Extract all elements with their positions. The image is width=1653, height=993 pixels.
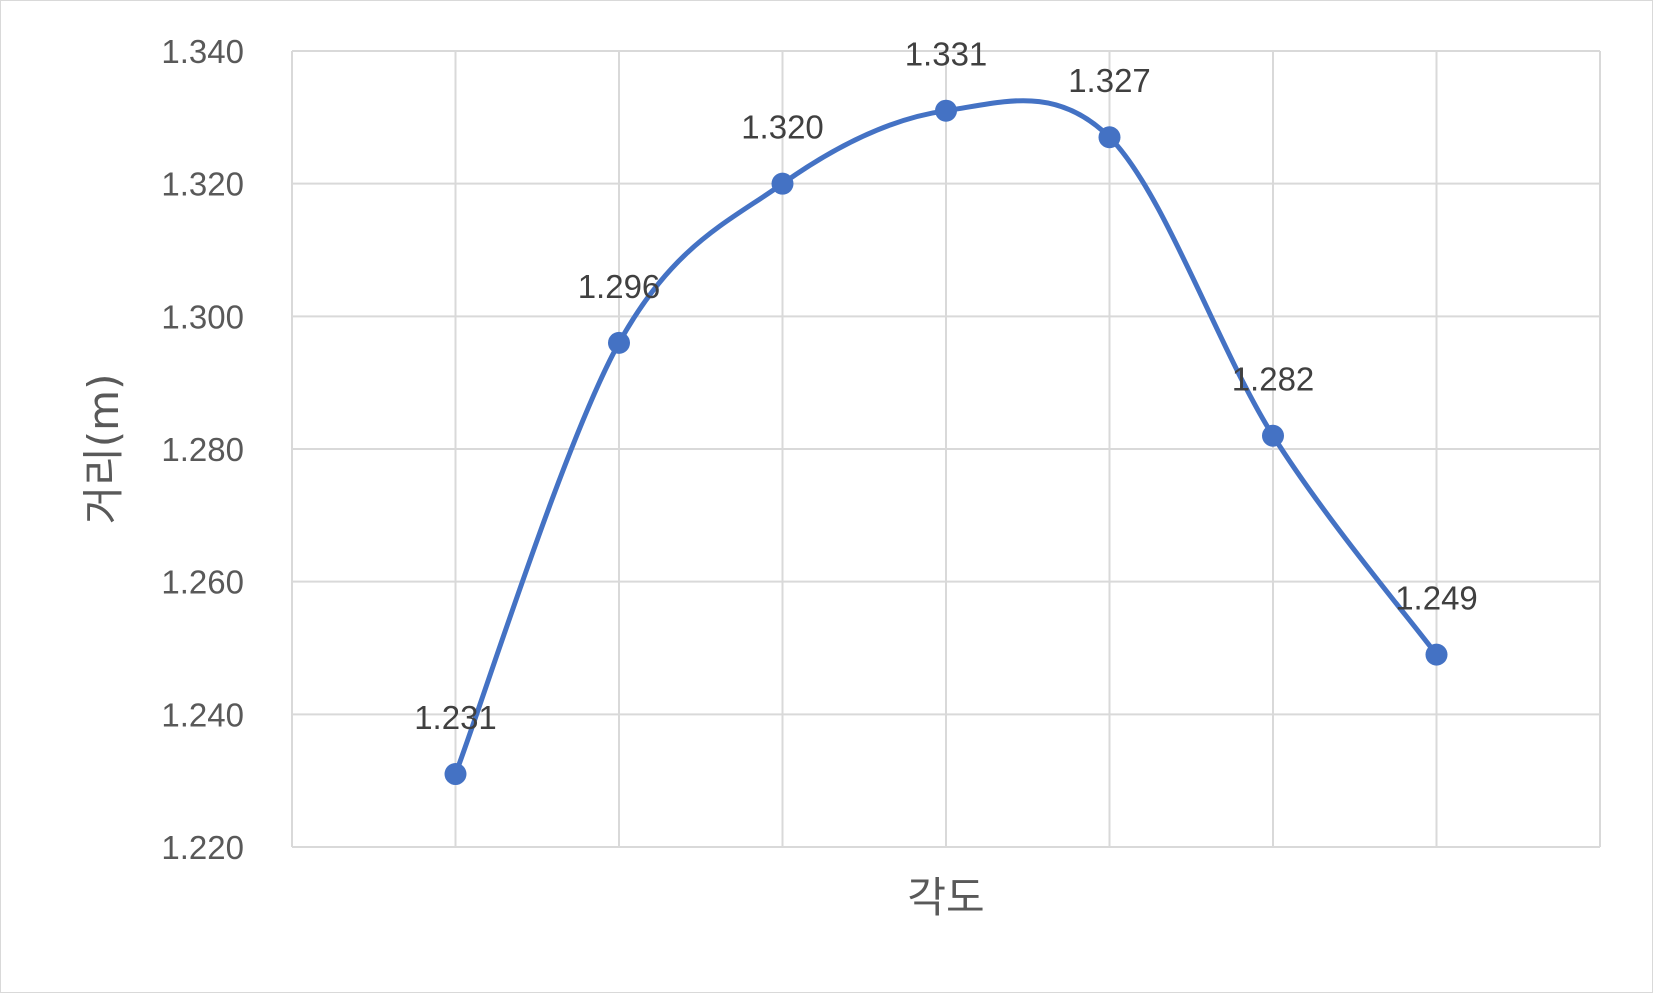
data-label: 1.327 (1068, 62, 1151, 99)
y-tick-label: 1.320 (161, 166, 244, 203)
data-points (444, 99, 1448, 786)
y-tick-label: 1.280 (161, 431, 244, 468)
y-tick-label: 1.260 (161, 564, 244, 601)
data-point (1262, 424, 1284, 447)
data-label: 1.296 (578, 268, 661, 305)
data-label: 1.231 (414, 699, 497, 736)
data-point (771, 172, 794, 195)
y-tick-label: 1.220 (161, 829, 244, 866)
data-point (444, 763, 467, 786)
x-axis-title: 각도 (907, 873, 984, 922)
data-point (1425, 643, 1448, 666)
y-tick-label: 1.340 (161, 33, 244, 70)
data-point (935, 99, 957, 122)
y-tick-label: 1.300 (161, 298, 244, 335)
data-labels: 1.231 1.296 1.320 1.331 1.327 1.282 1.249 (414, 36, 1478, 736)
data-point (1098, 126, 1121, 149)
y-axis-tick-labels: 1.220 1.240 1.260 1.280 1.300 1.320 1.340 (161, 33, 244, 866)
data-label: 1.331 (905, 36, 988, 73)
y-axis-title: 거리(m) (79, 374, 128, 525)
data-label: 1.282 (1232, 361, 1315, 398)
data-label: 1.249 (1395, 580, 1478, 617)
data-label: 1.320 (741, 109, 824, 146)
vertical-gridlines (291, 51, 1601, 847)
y-tick-label: 1.240 (161, 696, 244, 733)
data-point (608, 331, 630, 354)
